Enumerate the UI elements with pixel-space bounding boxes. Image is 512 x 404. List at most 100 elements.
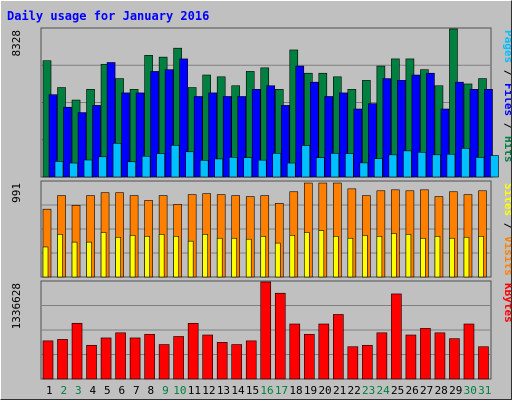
bar-files-day-10 [179, 58, 188, 178]
x-tick-label-day-7: 7 [133, 384, 140, 397]
bar-files-day-14 [237, 96, 247, 178]
x-tick-label-day-21: 21 [333, 384, 346, 397]
bar-kbytes-day-26 [405, 334, 417, 380]
bar-kbytes-day-21 [333, 314, 344, 380]
bar-pages-day-15 [257, 159, 267, 178]
chart-panels: 8328 Pages / Files / Hits 991 Sites / Visit… [10, 27, 512, 380]
x-tick-label-day-12: 12 [202, 384, 215, 397]
bar-sites-day-3 [71, 241, 78, 278]
x-tick-label-day-8: 8 [148, 384, 155, 397]
x-tick-label-day-28: 28 [435, 384, 448, 397]
bar-files-day-30 [469, 89, 479, 178]
bar-files-day-15 [251, 89, 261, 178]
bar-files-day-21 [339, 92, 348, 178]
legend-sites: Sites [502, 183, 511, 216]
kbytes-panel: 1336628 KBytes [10, 280, 512, 380]
bar-files-day-22 [353, 108, 363, 178]
bar-sites-day-8 [144, 236, 150, 278]
bar-kbytes-day-13 [216, 342, 228, 380]
bar-sites-day-17 [274, 242, 281, 278]
bar-kbytes-day-15 [245, 340, 257, 380]
bar-kbytes-day-6 [115, 332, 126, 380]
bar-files-day-28 [440, 108, 450, 178]
bar-sites-day-29 [449, 237, 455, 278]
bar-kbytes-day-8 [144, 333, 155, 380]
x-tick-label-day-31: 31 [478, 384, 491, 397]
x-tick-label-day-17: 17 [275, 384, 288, 397]
bar-pages-day-8 [156, 153, 165, 178]
bar-pages-day-7 [141, 155, 151, 178]
bar-files-day-11 [193, 96, 203, 178]
bar-files-day-13 [222, 96, 232, 178]
legend-separator: / [502, 216, 511, 236]
bar-sites-day-5 [100, 232, 107, 278]
bar-pages-day-26 [417, 152, 427, 178]
bar-kbytes-day-4 [86, 344, 97, 380]
x-tick-label-day-24: 24 [377, 384, 391, 397]
bar-pages-day-23 [374, 158, 383, 178]
bar-sites-day-23 [362, 235, 368, 278]
kbytes-max-label: 1336628 [10, 283, 23, 329]
hits-series-hits [42, 28, 487, 178]
hits-max-label: 8328 [10, 30, 23, 57]
bar-pages-day-10 [185, 151, 194, 178]
bar-sites-day-18 [289, 235, 296, 278]
bar-sites-day-27 [420, 237, 426, 278]
x-tick-label-day-15: 15 [246, 384, 259, 397]
bar-sites-day-1 [42, 246, 49, 278]
legend-hits: Hits [502, 136, 511, 163]
visits-max-label: 991 [10, 183, 23, 203]
visits-legend: Sites / Visits [502, 183, 511, 276]
bar-sites-day-30 [463, 236, 470, 278]
x-tick-label-day-29: 29 [449, 384, 462, 397]
bar-files-day-2 [63, 106, 72, 178]
x-tick-label-day-2: 2 [60, 384, 67, 397]
bar-pages-day-11 [199, 160, 209, 178]
bar-pages-day-9 [170, 145, 180, 178]
bar-sites-day-19 [303, 232, 310, 278]
bar-files-day-7 [135, 92, 145, 178]
bar-sites-day-7 [129, 235, 136, 278]
x-tick-label-day-11: 11 [188, 384, 201, 397]
bar-files-day-31 [484, 89, 493, 178]
x-axis-labels: 1 2 3 4 5 6 7 8 9 10 11 12 13 14 15 16 17 18 19 20 21 22 23 24 2… [46, 384, 491, 397]
bar-kbytes-day-19 [303, 333, 315, 380]
bar-kbytes-day-20 [318, 323, 330, 380]
kbytes-legend: KBytes [502, 283, 511, 323]
x-tick-label-day-5: 5 [104, 384, 111, 397]
bar-files-day-23 [368, 103, 377, 178]
bar-files-day-19 [309, 81, 319, 178]
bar-kbytes-day-28 [434, 332, 446, 380]
bar-sites-day-12 [202, 234, 208, 278]
bar-sites-day-31 [478, 236, 484, 278]
x-tick-label-day-27: 27 [420, 384, 433, 397]
bar-pages-day-30 [475, 157, 485, 178]
bar-kbytes-day-30 [463, 323, 475, 380]
bar-sites-day-21 [333, 236, 339, 278]
bar-pages-day-21 [345, 153, 354, 178]
x-tick-label-day-18: 18 [289, 384, 302, 397]
x-tick-label-day-4: 4 [89, 384, 96, 397]
bar-pages-day-31 [490, 155, 499, 178]
bar-files-day-20 [324, 96, 334, 178]
x-tick-label-day-3: 3 [75, 384, 82, 397]
hits-legend: Pages / Files / Hits [502, 30, 511, 163]
bar-files-day-16 [266, 85, 276, 178]
legend-visits: Visits [502, 236, 511, 276]
bar-files-day-8 [150, 71, 159, 178]
bar-files-day-27 [426, 72, 435, 178]
bar-kbytes-day-24 [376, 332, 388, 380]
bar-pages-day-13 [228, 157, 238, 178]
bar-kbytes-day-1 [42, 340, 54, 380]
bar-kbytes-day-11 [187, 322, 199, 380]
legend-separator: / [502, 116, 511, 136]
bar-pages-day-3 [83, 159, 93, 178]
hits-series-pages [54, 143, 499, 178]
legend-kbytes: KBytes [502, 283, 511, 323]
bar-kbytes-day-17 [274, 292, 286, 380]
bar-kbytes-day-9 [158, 344, 170, 380]
bar-files-day-29 [455, 81, 464, 178]
bar-pages-day-28 [446, 153, 456, 178]
